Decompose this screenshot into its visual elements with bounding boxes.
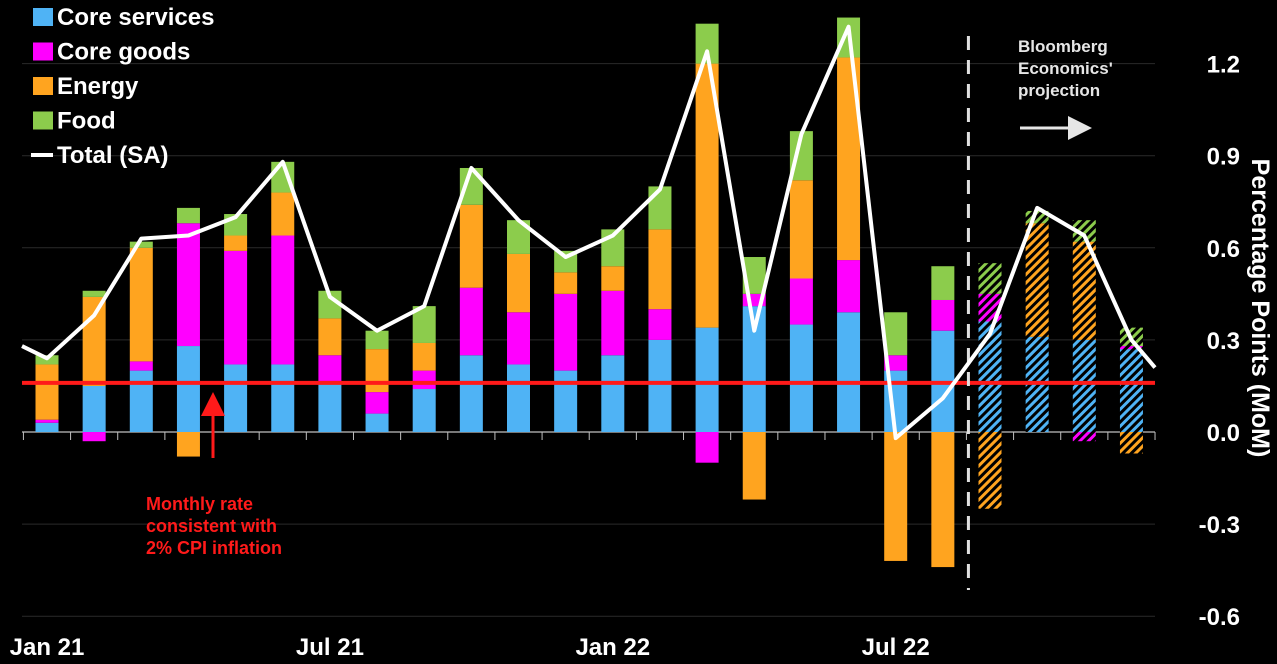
y-tick-label: -0.3 [1199,512,1240,539]
bar-services-dec-21 [554,371,577,432]
bar-energy-jul-21 [318,318,341,355]
y-tick-label: 0.6 [1207,236,1240,263]
bar-services-may-21 [224,364,247,432]
bar-food-aug-21 [366,331,389,349]
bar-energy-sep-21 [413,343,436,371]
y-tick-label: 0.3 [1207,328,1240,355]
y-tick-label: 0.9 [1207,144,1240,171]
bar-goods-jun-22 [837,260,860,312]
bar-food-sep-22 [979,263,1002,294]
bar-services-feb-21 [83,386,106,432]
bar-goods-jul-21 [318,355,341,383]
legend-label: Core goods [57,39,190,66]
bar-goods-may-21 [224,251,247,365]
bar-goods-aug-22 [931,300,954,331]
bar-goods-dec-21 [554,294,577,371]
bar-energy-jan-21 [36,364,59,419]
bar-goods-apr-21 [177,223,200,346]
projection-annotation-line: Economics' [1018,59,1113,78]
bar-energy-feb-22 [648,229,671,309]
projection-annotation-line: projection [1018,81,1100,100]
bar-services-jun-22 [837,312,860,432]
bar-goods-feb-21 [83,432,106,441]
legend-label: Total (SA) [57,142,169,169]
bar-food-mar-21 [130,242,153,248]
bar-energy-oct-21 [460,205,483,288]
x-tick-label: Jul 21 [296,634,364,661]
bar-energy-apr-22 [743,432,766,500]
bar-services-oct-21 [460,355,483,432]
y-tick-label: -0.6 [1199,604,1240,631]
bars [36,18,1143,568]
bar-services-apr-21 [177,346,200,432]
x-tick-label: Jan 22 [575,634,650,661]
bar-goods-mar-22 [696,432,719,463]
bar-energy-oct-22 [1026,223,1049,337]
bar-energy-may-21 [224,236,247,251]
legend: Core services Core goods Energy Food Total (… [31,4,214,169]
bar-services-nov-21 [507,364,530,432]
legend-label: Food [57,108,116,135]
bar-services-sep-22 [979,321,1002,432]
x-tick-label: Jul 22 [862,634,930,661]
bar-food-apr-21 [177,208,200,223]
y-tick-label: 0.0 [1207,420,1240,447]
bar-energy-aug-22 [931,432,954,567]
bar-energy-dec-21 [554,272,577,293]
bar-services-jan-22 [601,355,624,432]
bar-energy-may-22 [790,180,813,278]
x-tick-label: Jan 21 [10,634,85,661]
bar-goods-jun-21 [271,236,294,365]
bar-goods-feb-22 [648,309,671,340]
bar-goods-may-22 [790,279,813,325]
bar-goods-jan-22 [601,291,624,355]
bar-services-may-22 [790,325,813,432]
y-tick-label: 1.2 [1207,52,1240,79]
legend-swatch [33,77,53,95]
bar-energy-feb-21 [83,297,106,386]
bar-food-feb-22 [648,186,671,229]
bar-energy-aug-21 [366,349,389,392]
projection-annotation-line: Bloomberg [1018,37,1108,56]
bar-goods-aug-21 [366,392,389,413]
legend-swatch [33,43,53,61]
bar-energy-sep-22 [979,432,1002,509]
bar-goods-jan-21 [36,420,59,423]
legend-swatch [33,8,53,26]
legend-label: Core services [57,4,214,31]
bar-energy-dec-22 [1120,432,1143,453]
bar-energy-apr-21 [177,432,200,457]
bar-goods-mar-21 [130,361,153,370]
legend-label: Energy [57,73,139,100]
bar-food-jul-22 [884,312,907,355]
bar-services-aug-21 [366,414,389,432]
bar-energy-mar-21 [130,248,153,362]
bar-energy-jun-21 [271,193,294,236]
bar-services-dec-22 [1120,349,1143,432]
legend-swatch [33,112,53,130]
reference-annotation-line: Monthly rate [146,494,253,514]
reference-annotation-line: 2% CPI inflation [146,538,282,558]
bar-goods-nov-22 [1073,432,1096,441]
bar-energy-jan-22 [601,266,624,291]
bar-goods-nov-21 [507,312,530,364]
bar-services-mar-22 [696,328,719,432]
bar-goods-oct-21 [460,288,483,356]
bar-goods-sep-21 [413,371,436,389]
y-axis-label: Percentage Points (MoM) [1246,159,1274,458]
bar-services-jul-21 [318,383,341,432]
bar-services-nov-22 [1073,340,1096,432]
bar-food-feb-21 [83,291,106,297]
bar-services-jun-21 [271,364,294,432]
bar-food-aug-22 [931,266,954,300]
bar-services-feb-22 [648,340,671,432]
bar-energy-jul-22 [884,432,907,561]
bar-services-sep-21 [413,389,436,432]
bar-energy-nov-21 [507,254,530,312]
bar-services-mar-21 [130,371,153,432]
reference-annotation-line: consistent with [146,516,277,536]
bar-services-jan-21 [36,423,59,432]
